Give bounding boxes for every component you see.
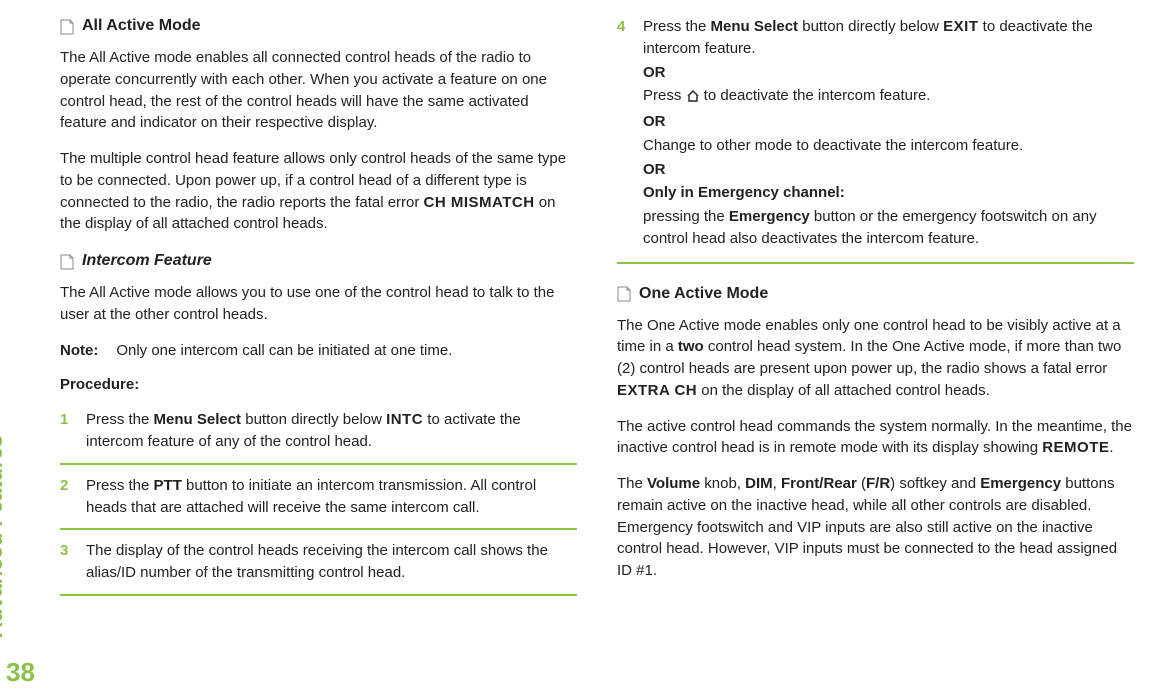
text-bold: Front/Rear (781, 475, 857, 492)
text: Press the (643, 18, 711, 35)
sidebar: Advanced Features 38 (0, 0, 50, 698)
step-number: 1 (60, 409, 74, 453)
line: Change to other mode to deactivate the i… (643, 135, 1134, 157)
heading-text: Intercom Feature (82, 249, 212, 272)
line: Press the Menu Select button directly be… (643, 16, 1134, 60)
step-body: The display of the control heads receivi… (86, 540, 577, 584)
text: Press (643, 87, 686, 104)
procedure-label: Procedure: (60, 374, 577, 396)
heading-one-active-mode: One Active Mode (617, 282, 1134, 305)
paragraph: The All Active mode allows you to use on… (60, 282, 577, 326)
text: pressing the (643, 208, 729, 225)
text-bold: two (678, 338, 704, 355)
text: Press the (86, 477, 154, 494)
display-code: INTC (386, 411, 423, 428)
text: button directly below (798, 18, 943, 35)
display-code: CH MISMATCH (424, 194, 535, 211)
display-code: EXTRA CH (617, 382, 697, 399)
text: button directly below (241, 411, 386, 428)
heading-all-active-mode: All Active Mode (60, 14, 577, 37)
book-icon (60, 254, 74, 270)
procedure-step: 1 Press the Menu Select button directly … (60, 403, 577, 465)
book-icon (60, 19, 74, 35)
or-label: OR (643, 111, 1134, 133)
note-row: Note: Only one intercom call can be init… (60, 340, 577, 362)
text-bold: Emergency (729, 208, 810, 225)
line: pressing the Emergency button or the eme… (643, 206, 1134, 250)
text-bold: F/R (866, 475, 890, 492)
home-icon (686, 87, 700, 109)
left-column: All Active Mode The All Active mode enab… (60, 10, 577, 688)
text: knob, (700, 475, 745, 492)
or-label: OR (643, 159, 1134, 181)
procedure-step: 2 Press the PTT button to initiate an in… (60, 469, 577, 531)
line: Press to deactivate the intercom feature… (643, 85, 1134, 109)
heading-text: One Active Mode (639, 282, 768, 305)
procedure-step: 4 Press the Menu Select button directly … (617, 10, 1134, 264)
text: on the display of all attached control h… (697, 382, 990, 399)
text-bold: Menu Select (154, 411, 242, 428)
line: Only in Emergency channel: (643, 182, 1134, 204)
text-bold: Emergency (980, 475, 1061, 492)
heading-intercom-feature: Intercom Feature (60, 249, 577, 272)
or-label: OR (643, 62, 1134, 84)
text-bold: Menu Select (711, 18, 799, 35)
step-body: Press the Menu Select button directly be… (643, 16, 1134, 252)
text: , (773, 475, 781, 492)
text-bold: DIM (745, 475, 773, 492)
book-icon (617, 286, 631, 302)
paragraph: The All Active mode enables all connecte… (60, 47, 577, 134)
procedure-step: 3 The display of the control heads recei… (60, 534, 577, 596)
note-label: Note: (60, 340, 98, 362)
step-body: Press the PTT button to initiate an inte… (86, 475, 577, 519)
text-bold: Volume (647, 475, 700, 492)
text: Press the (86, 411, 154, 428)
paragraph: The One Active mode enables only one con… (617, 315, 1134, 402)
step-number: 2 (60, 475, 74, 519)
heading-text: All Active Mode (82, 14, 201, 37)
text-bold: PTT (154, 477, 182, 494)
step-body: Press the Menu Select button directly be… (86, 409, 577, 453)
text: to deactivate the intercom feature. (700, 87, 931, 104)
display-code: EXIT (943, 18, 978, 35)
note-text: Only one intercom call can be initiated … (116, 340, 452, 362)
text: The display of the control heads receivi… (86, 542, 548, 581)
paragraph: The active control head commands the sys… (617, 416, 1134, 460)
section-title-vertical: Advanced Features (0, 435, 8, 638)
display-code: REMOTE (1042, 439, 1109, 456)
text: ) softkey and (890, 475, 980, 492)
page: Advanced Features 38 All Active Mode The… (0, 0, 1164, 698)
step-number: 4 (617, 16, 631, 252)
text: . (1109, 439, 1113, 456)
columns: All Active Mode The All Active mode enab… (60, 10, 1134, 688)
right-column: 4 Press the Menu Select button directly … (617, 10, 1134, 688)
text: ( (857, 475, 866, 492)
paragraph: The Volume knob, DIM, Front/Rear (F/R) s… (617, 473, 1134, 582)
text: The (617, 475, 647, 492)
paragraph: The multiple control head feature allows… (60, 148, 577, 235)
page-number: 38 (6, 657, 35, 688)
step-number: 3 (60, 540, 74, 584)
